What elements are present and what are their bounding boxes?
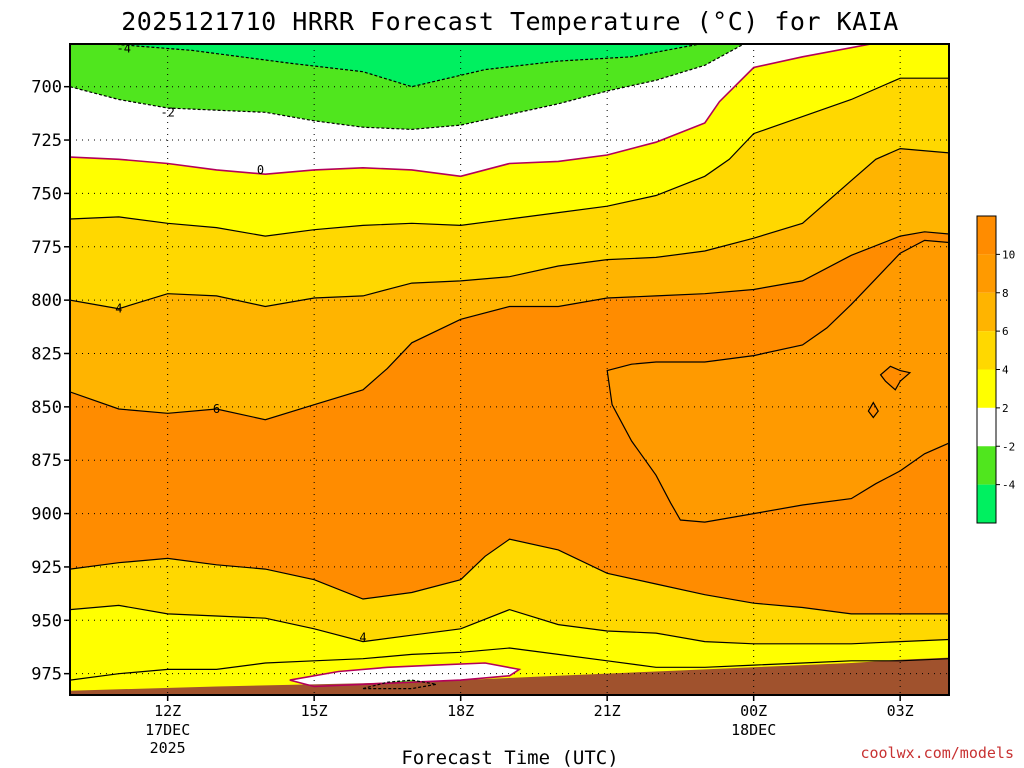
band-neg4 [111, 44, 700, 87]
contour-label: 4 [115, 302, 122, 316]
x-tick-sublabel: 17DEC [145, 721, 190, 739]
x-tick-label: 03Z [887, 702, 914, 720]
y-tick-label: 975 [31, 665, 62, 685]
colorbar-swatch [977, 331, 996, 370]
x-tick-label: 12Z [154, 702, 181, 720]
colorbar-swatch [977, 216, 996, 255]
y-tick-label: 900 [31, 505, 62, 525]
band-0-low [289, 663, 520, 687]
colorbar-tick-label: 4 [1002, 364, 1009, 377]
y-tick-label: 950 [31, 611, 62, 631]
y-tick-label: 750 [31, 184, 62, 204]
contour-line [606, 239, 949, 523]
chart-title: 2025121710 HRRR Forecast Temperature (°C… [121, 7, 899, 36]
y-tick-label: 825 [31, 344, 62, 364]
contour-label: -2 [160, 105, 174, 119]
contour-line [70, 77, 949, 237]
x-tick-sublabel: 2025 [150, 739, 186, 757]
contour-line [111, 44, 701, 88]
y-tick-label: 850 [31, 398, 62, 418]
colorbar-tick-label: -4 [1002, 479, 1016, 492]
contour-line [289, 662, 522, 688]
band-8-core [607, 240, 949, 523]
contour-line [70, 44, 872, 178]
contour-line [70, 604, 949, 645]
colorbar-tick-label: 6 [1002, 325, 1009, 338]
colorbar-swatch [977, 292, 996, 332]
x-axis-label: Forecast Time (UTC) [401, 747, 618, 768]
contour-cell [867, 401, 879, 419]
contour-line [70, 147, 949, 310]
y-tick-label: 925 [31, 558, 62, 578]
y-tick-label: 725 [31, 131, 62, 151]
x-tick-label: 15Z [301, 702, 328, 720]
y-tick-label: 875 [31, 451, 62, 471]
contour-line [70, 44, 745, 131]
colorbar-swatch [977, 407, 996, 447]
y-tick-label: 775 [31, 238, 62, 258]
contour-line [70, 231, 949, 421]
contour-line [70, 538, 949, 615]
colorbar-swatch [977, 369, 996, 408]
y-tick-label: 800 [31, 291, 62, 311]
credit-text: coolwx.com/models [860, 744, 1014, 762]
contour-label: 4 [359, 630, 366, 644]
gridlines [70, 44, 949, 695]
x-tick-sublabel: 18DEC [731, 721, 776, 739]
colorbar-tick-label: 2 [1002, 402, 1009, 415]
plot-frame [69, 43, 950, 696]
contour-label: 0 [257, 163, 264, 177]
x-tick-label: 00Z [740, 702, 767, 720]
y-tick-label: 700 [31, 78, 62, 98]
y-axis: 700 725 750 775 800 825 850 875 900 925 950 975 [31, 78, 70, 685]
contour-cell [879, 365, 912, 391]
plot-area [70, 44, 949, 695]
colorbar: -4 -2 2 4 6 8 10 [976, 215, 1016, 524]
contour-line [70, 647, 949, 681]
contour-lines [70, 44, 949, 690]
terrain [70, 657, 949, 695]
colorbar-tick-label: -2 [1002, 440, 1015, 453]
colorbar-swatch [977, 254, 996, 293]
contour-line [362, 679, 437, 690]
colorbar-swatch [977, 484, 996, 523]
contour-label: 6 [213, 402, 220, 416]
colorbar-swatch [977, 446, 996, 485]
x-tick-label: 18Z [447, 702, 474, 720]
colorbar-tick-label: 8 [1002, 287, 1009, 300]
colorbar-tick-label: 10 [1002, 248, 1015, 261]
band-10-cell [880, 366, 910, 390]
x-tick-label: 21Z [594, 702, 621, 720]
